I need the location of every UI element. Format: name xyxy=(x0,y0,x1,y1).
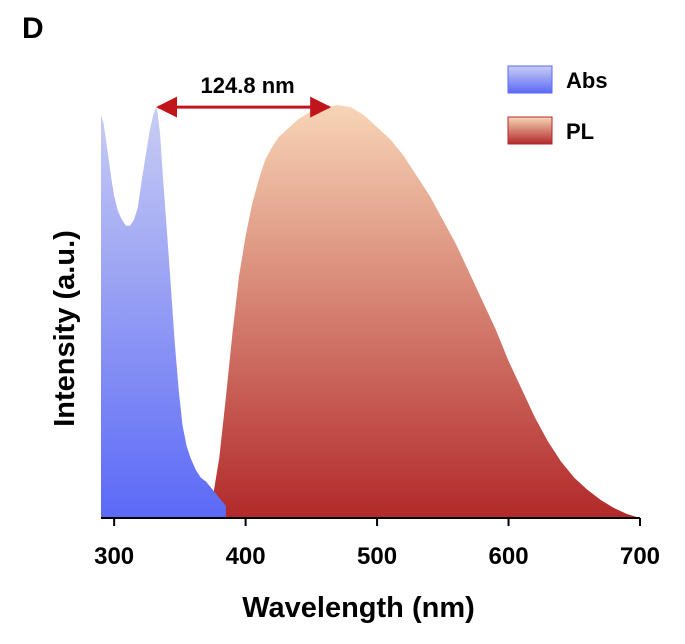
legend: Abs PL xyxy=(507,65,608,145)
panel-label: D xyxy=(22,12,44,45)
x-tick-label: 500 xyxy=(357,543,397,570)
legend-label-pl: PL xyxy=(566,119,594,144)
x-ticks: 300 400 500 600 700 xyxy=(94,518,660,570)
legend-swatch-pl xyxy=(507,116,553,145)
pl-area xyxy=(206,105,640,518)
wavelength-shift-label: 124.8 nm xyxy=(201,73,295,98)
abs-area xyxy=(101,107,226,518)
x-tick-label: 300 xyxy=(94,543,134,570)
y-axis-title: Intensity (a.u.) xyxy=(49,230,81,427)
x-tick-label: 600 xyxy=(489,543,529,570)
x-axis: 300 400 500 600 700 xyxy=(94,517,660,570)
x-tick-label: 700 xyxy=(620,543,660,570)
legend-label-abs: Abs xyxy=(566,68,608,93)
x-axis-title: Wavelength (nm) xyxy=(242,592,475,624)
legend-swatch-abs xyxy=(507,65,553,94)
legend-item-pl: PL xyxy=(507,116,594,145)
legend-item-abs: Abs xyxy=(507,65,608,94)
x-tick-label: 400 xyxy=(226,543,266,570)
annotation: 124.8 nm xyxy=(156,73,332,118)
plot-area xyxy=(101,105,640,518)
